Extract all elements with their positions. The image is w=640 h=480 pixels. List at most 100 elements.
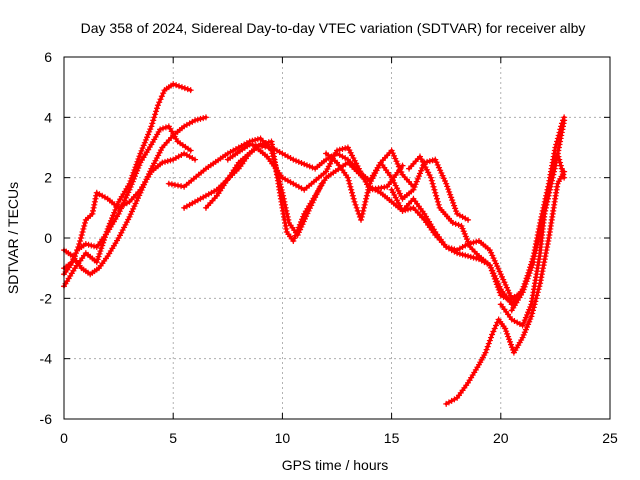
data-point <box>101 234 108 241</box>
data-point <box>393 158 400 165</box>
data-point <box>494 319 501 326</box>
data-point <box>545 183 552 190</box>
data-point <box>192 156 199 163</box>
data-point <box>503 284 510 291</box>
data-point <box>448 194 455 201</box>
x-axis-label: GPS time / hours <box>282 457 389 473</box>
data-point <box>522 326 529 333</box>
y-tick-label: 6 <box>44 49 52 65</box>
data-point <box>82 241 89 248</box>
data-point <box>152 157 159 164</box>
data-point <box>491 257 498 264</box>
data-point <box>462 233 469 240</box>
data-point <box>342 145 349 152</box>
data-point <box>483 346 490 353</box>
data-point <box>538 213 545 220</box>
data-point <box>496 268 503 275</box>
data-point <box>507 341 514 348</box>
data-point <box>91 243 98 250</box>
data-point <box>540 204 547 211</box>
data-point <box>543 189 550 196</box>
data-point <box>154 102 161 109</box>
data-point <box>115 235 122 241</box>
data-point <box>399 207 406 214</box>
data-point <box>487 334 494 341</box>
data-point <box>90 207 97 214</box>
data-point <box>184 86 191 93</box>
data-point <box>125 189 132 196</box>
data-point <box>306 163 313 170</box>
data-point <box>527 304 534 311</box>
data-point <box>434 195 441 202</box>
data-point <box>491 272 498 279</box>
data-point <box>432 189 439 196</box>
data-point <box>482 349 489 356</box>
data-point <box>542 195 549 202</box>
data-point <box>458 222 465 229</box>
data-point <box>554 138 561 145</box>
data-point <box>470 254 477 261</box>
data-point <box>561 174 568 181</box>
data-point <box>100 239 107 246</box>
series-track-1 <box>61 123 194 278</box>
data-point <box>131 166 138 173</box>
data-point <box>88 242 95 249</box>
data-point <box>293 229 300 236</box>
data-point <box>344 174 351 181</box>
data-point <box>351 157 358 164</box>
data-point <box>129 172 136 179</box>
data-point <box>176 83 183 90</box>
data-point <box>434 161 441 168</box>
data-point <box>396 190 403 197</box>
data-point <box>460 228 467 235</box>
data-point <box>111 209 118 216</box>
data-point <box>175 182 182 189</box>
data-point <box>448 245 455 252</box>
data-point <box>486 337 493 344</box>
data-point <box>372 170 379 177</box>
data-point <box>200 115 207 122</box>
y-tick-label: 0 <box>44 230 52 246</box>
grid-layer <box>64 57 610 419</box>
data-point <box>394 160 401 167</box>
data-point <box>162 124 169 131</box>
data-point <box>470 239 477 246</box>
data-point <box>136 153 143 160</box>
data-point <box>561 114 568 121</box>
data-point <box>505 333 512 340</box>
data-point <box>294 227 301 234</box>
data-point <box>300 213 307 220</box>
data-point <box>521 317 528 324</box>
data-point <box>187 87 194 94</box>
data-point <box>388 147 395 154</box>
data-point <box>296 221 303 228</box>
data-point <box>492 260 499 267</box>
data-point <box>523 278 529 285</box>
data-point <box>91 198 98 205</box>
data-point <box>351 198 358 205</box>
data-point <box>526 318 533 325</box>
data-point <box>492 275 499 282</box>
data-point <box>293 157 300 164</box>
data-point <box>85 241 92 248</box>
data-point <box>433 192 440 199</box>
data-point <box>524 323 531 330</box>
data-point <box>461 230 468 237</box>
data-point <box>147 126 154 133</box>
data-point <box>553 141 560 148</box>
series-track-8 <box>224 141 417 190</box>
data-point <box>447 191 454 198</box>
data-point <box>418 156 425 163</box>
data-point <box>354 207 361 214</box>
data-point <box>520 319 527 326</box>
y-tick-label: 2 <box>44 170 52 186</box>
data-point <box>336 146 343 153</box>
data-point <box>467 253 474 260</box>
data-point <box>435 164 442 171</box>
data-point <box>527 316 534 323</box>
data-point <box>557 126 564 133</box>
data-layer <box>61 81 568 407</box>
data-point <box>143 134 150 141</box>
data-point <box>103 228 110 235</box>
data-point <box>197 115 204 122</box>
